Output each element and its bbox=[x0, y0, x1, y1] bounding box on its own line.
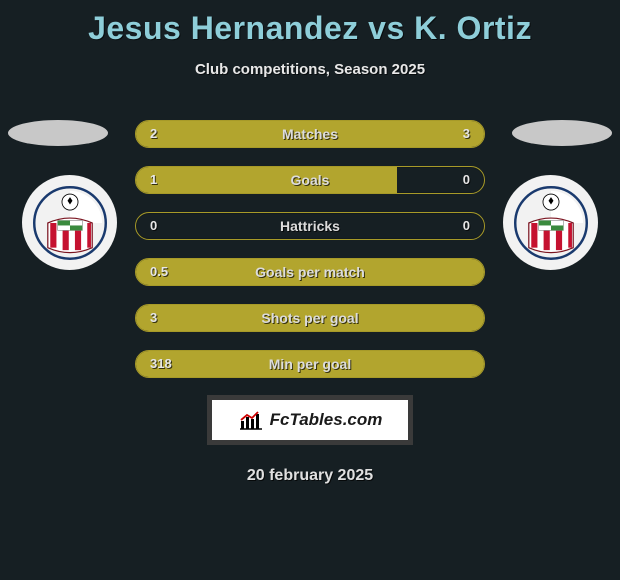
date-text: 20 february 2025 bbox=[0, 467, 620, 485]
page-title: Jesus Hernandez vs K. Ortiz bbox=[0, 0, 620, 47]
stat-bars: Matches23 Goals10 Hattricks00 Goals per mat… bbox=[135, 120, 485, 396]
shadow-ellipse-right bbox=[512, 120, 612, 146]
stat-row: Min per goal318 bbox=[135, 350, 485, 378]
club-crest-icon bbox=[33, 186, 107, 260]
fctables-logo-text: FcTables.com bbox=[270, 410, 383, 430]
club-crest-icon bbox=[514, 186, 588, 260]
stat-fill-right bbox=[275, 121, 484, 147]
stat-fill-left bbox=[136, 167, 397, 193]
stat-fill-left bbox=[136, 351, 484, 377]
shadow-ellipse-left bbox=[8, 120, 108, 146]
stat-row: Shots per goal3 bbox=[135, 304, 485, 332]
fctables-logo-box: FcTables.com bbox=[207, 395, 413, 445]
stat-fill-left bbox=[136, 259, 484, 285]
stat-fill-left bbox=[136, 305, 484, 331]
fctables-chart-icon bbox=[238, 409, 264, 431]
page-subtitle: Club competitions, Season 2025 bbox=[0, 61, 620, 78]
stat-row: Hattricks00 bbox=[135, 212, 485, 240]
team-badge-left bbox=[22, 175, 117, 270]
stat-fill-left bbox=[136, 121, 275, 147]
stat-row: Goals10 bbox=[135, 166, 485, 194]
team-badge-right bbox=[503, 175, 598, 270]
stat-row: Goals per match0.5 bbox=[135, 258, 485, 286]
stat-row: Matches23 bbox=[135, 120, 485, 148]
